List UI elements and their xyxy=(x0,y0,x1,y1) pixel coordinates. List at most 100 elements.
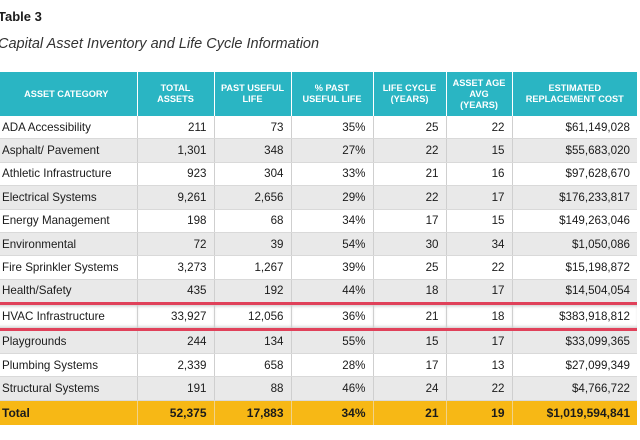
value-cell: 30 xyxy=(373,232,447,257)
value-cell: 211 xyxy=(137,116,215,140)
value-cell: $4,766,722 xyxy=(512,376,637,401)
value-cell: 15 xyxy=(373,329,447,354)
value-cell: 73 xyxy=(214,116,292,140)
table-row: HVAC Infrastructure 33,927 12,056 36% 21 18 $3… xyxy=(0,302,637,331)
value-cell: 923 xyxy=(137,162,215,187)
value-cell: $1,050,086 xyxy=(512,232,637,257)
value-cell: 22 xyxy=(446,255,513,280)
header-row: Asset Category Total Assets Past Useful … xyxy=(0,72,637,116)
value-cell: 198 xyxy=(137,209,215,233)
value-cell: 17 xyxy=(446,279,513,305)
column-header: Life Cycle (Years) xyxy=(373,72,447,116)
value-cell: 24 xyxy=(373,376,447,401)
category-cell: Energy Management xyxy=(0,209,138,233)
table-row: Energy Management 198 68 34% 17 15 $149,263,04… xyxy=(0,209,637,233)
value-cell: $27,099,349 xyxy=(512,353,637,378)
value-cell: 435 xyxy=(137,279,215,305)
value-cell: 21 xyxy=(373,302,447,331)
table-row: Health/Safety 435 192 44% 18 17 $14,504,054 xyxy=(0,279,637,305)
value-cell: 17 xyxy=(446,329,513,354)
value-cell: 55% xyxy=(291,329,374,354)
value-cell: 44% xyxy=(291,279,374,305)
value-cell: 29% xyxy=(291,185,374,210)
value-cell: 68 xyxy=(214,209,292,233)
value-cell: 134 xyxy=(214,329,292,354)
value-cell: 22 xyxy=(446,116,513,140)
total-cell: 21 xyxy=(373,400,447,425)
table-row: Plumbing Systems 2,339 658 28% 17 13 $27,099,3… xyxy=(0,353,637,378)
value-cell: 21 xyxy=(373,162,447,187)
value-cell: 192 xyxy=(214,279,292,305)
category-cell: Plumbing Systems xyxy=(0,353,138,378)
value-cell: 33,927 xyxy=(137,302,215,331)
value-cell: $149,263,046 xyxy=(512,209,637,233)
table-row: Environmental 72 39 54% 30 34 $1,050,086 xyxy=(0,232,637,257)
value-cell: 22 xyxy=(446,376,513,401)
value-cell: $176,233,817 xyxy=(512,185,637,210)
value-cell: 39 xyxy=(214,232,292,257)
value-cell: 244 xyxy=(137,329,215,354)
category-cell: Health/Safety xyxy=(0,279,138,305)
total-cell: 52,375 xyxy=(137,400,215,425)
value-cell: $383,918,812 xyxy=(512,302,637,331)
table-number: Table 3 xyxy=(0,9,42,24)
value-cell: 54% xyxy=(291,232,374,257)
value-cell: 28% xyxy=(291,353,374,378)
value-cell: 191 xyxy=(137,376,215,401)
value-cell: $55,683,020 xyxy=(512,138,637,163)
column-header: Asset Category xyxy=(0,72,138,116)
value-cell: 12,056 xyxy=(214,302,292,331)
category-cell: HVAC Infrastructure xyxy=(0,302,138,331)
value-cell: 35% xyxy=(291,116,374,140)
category-cell: Playgrounds xyxy=(0,329,138,354)
value-cell: 22 xyxy=(373,185,447,210)
value-cell: 15 xyxy=(446,138,513,163)
table-caption: Capital Asset Inventory and Life Cycle I… xyxy=(0,36,320,52)
total-cell: Total xyxy=(0,400,138,425)
column-header: % Past Useful Life xyxy=(291,72,374,116)
value-cell: 2,656 xyxy=(214,185,292,210)
value-cell: 658 xyxy=(214,353,292,378)
value-cell: 72 xyxy=(137,232,215,257)
value-cell: $97,628,670 xyxy=(512,162,637,187)
table-row: Asphalt/ Pavement 1,301 348 27% 22 15 $55,683,… xyxy=(0,138,637,163)
category-cell: ADA Accessibility xyxy=(0,116,138,140)
value-cell: 3,273 xyxy=(137,255,215,280)
table-row: Electrical Systems 9,261 2,656 29% 22 17 $176,… xyxy=(0,185,637,210)
value-cell: $61,149,028 xyxy=(512,116,637,140)
asset-inventory-table: Asset Category Total Assets Past Useful … xyxy=(0,72,637,425)
value-cell: 34% xyxy=(291,209,374,233)
total-cell: 34% xyxy=(291,400,374,425)
value-cell: 17 xyxy=(446,185,513,210)
column-header: Asset Age Avg (Years) xyxy=(446,72,513,116)
value-cell: 1,267 xyxy=(214,255,292,280)
category-cell: Athletic Infrastructure xyxy=(0,162,138,187)
table-row: Structural Systems 191 88 46% 24 22 $4,766,722 xyxy=(0,376,637,401)
value-cell: 18 xyxy=(373,279,447,305)
value-cell: 25 xyxy=(373,116,447,140)
value-cell: 9,261 xyxy=(137,185,215,210)
value-cell: 16 xyxy=(446,162,513,187)
value-cell: $33,099,365 xyxy=(512,329,637,354)
category-cell: Asphalt/ Pavement xyxy=(0,138,138,163)
table-row: Playgrounds 244 134 55% 15 17 $33,099,365 xyxy=(0,329,637,354)
value-cell: 39% xyxy=(291,255,374,280)
column-header: Past Useful Life xyxy=(214,72,292,116)
category-cell: Electrical Systems xyxy=(0,185,138,210)
value-cell: 88 xyxy=(214,376,292,401)
value-cell: 25 xyxy=(373,255,447,280)
category-cell: Environmental xyxy=(0,232,138,257)
table-row: Athletic Infrastructure 923 304 33% 21 16 $97,… xyxy=(0,162,637,187)
value-cell: 46% xyxy=(291,376,374,401)
value-cell: 27% xyxy=(291,138,374,163)
value-cell: 2,339 xyxy=(137,353,215,378)
value-cell: 304 xyxy=(214,162,292,187)
table-row: Fire Sprinkler Systems 3,273 1,267 39% 25 22 $… xyxy=(0,255,637,280)
value-cell: $15,198,872 xyxy=(512,255,637,280)
table-row: ADA Accessibility 211 73 35% 25 22 $61,149,028 xyxy=(0,116,637,140)
value-cell: 15 xyxy=(446,209,513,233)
value-cell: 13 xyxy=(446,353,513,378)
value-cell: 34 xyxy=(446,232,513,257)
value-cell: 18 xyxy=(446,302,513,331)
total-cell: 17,883 xyxy=(214,400,292,425)
